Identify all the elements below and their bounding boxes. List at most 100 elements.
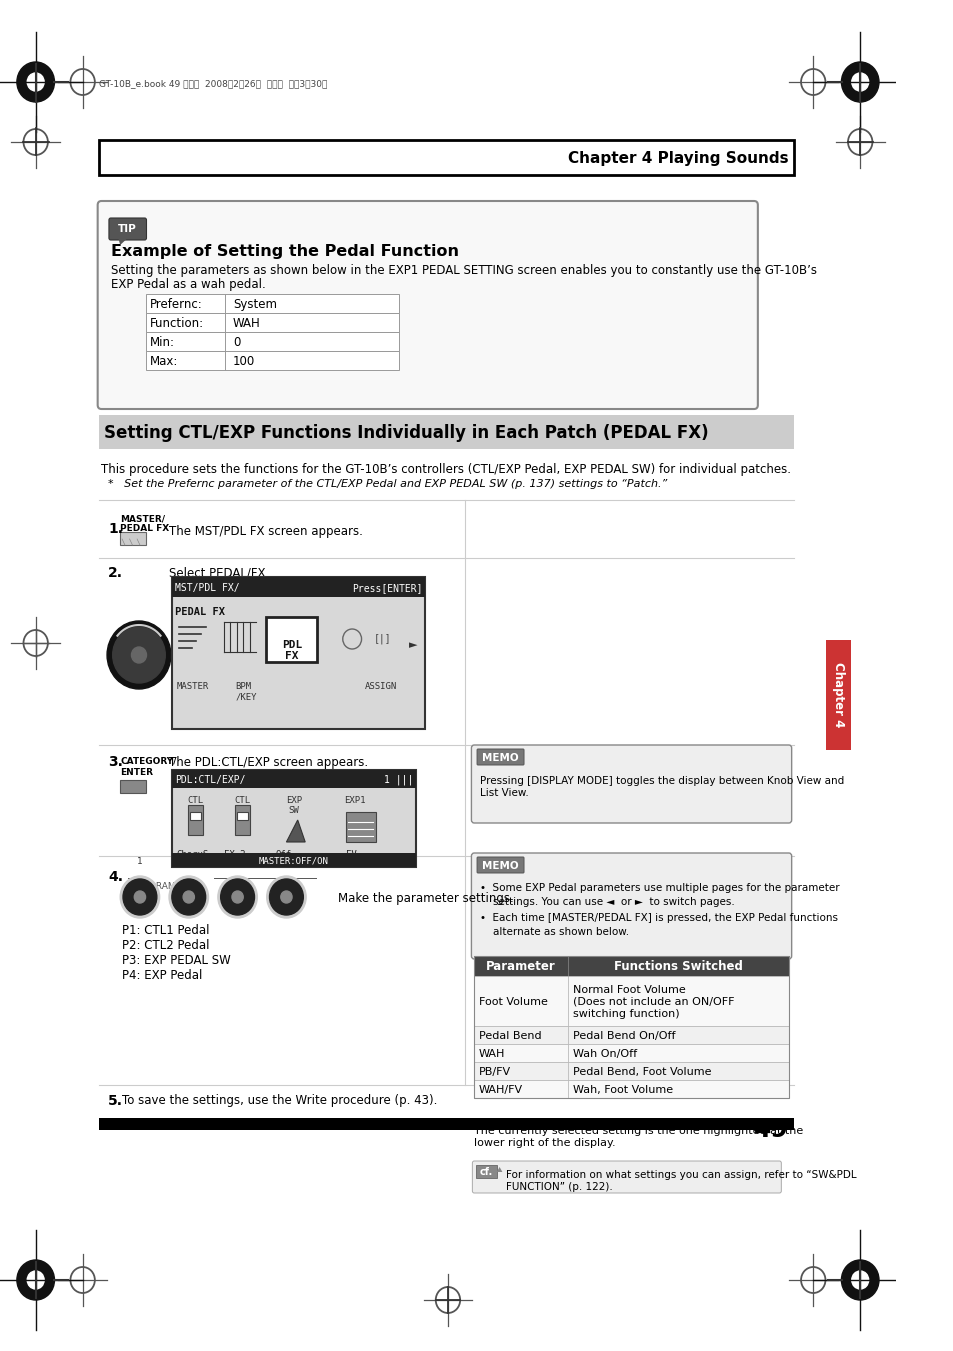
- Text: WAH/FV: WAH/FV: [478, 1085, 522, 1096]
- Text: ChoruS: ChoruS: [176, 850, 209, 859]
- Bar: [474, 957, 788, 1098]
- Text: Functions Switched: Functions Switched: [614, 961, 742, 974]
- Text: Select PEDAL/FX.: Select PEDAL/FX.: [169, 566, 269, 580]
- Text: [|]: [|]: [374, 634, 391, 643]
- Text: alternate as shown below.: alternate as shown below.: [479, 927, 628, 938]
- Polygon shape: [286, 820, 305, 842]
- Bar: [146, 332, 398, 351]
- Text: P2: CTL2 Pedal: P2: CTL2 Pedal: [122, 939, 210, 952]
- Bar: [172, 852, 416, 867]
- Text: Pressing [DISPLAY MODE] toggles the display between Knob View and
List View.: Pressing [DISPLAY MODE] toggles the disp…: [479, 775, 843, 797]
- Text: To save the settings, use the Write procedure (p. 43).: To save the settings, use the Write proc…: [122, 1094, 437, 1106]
- Text: Max:: Max:: [151, 355, 178, 367]
- Circle shape: [220, 880, 254, 915]
- FancyBboxPatch shape: [97, 201, 757, 409]
- Text: GT-10B_e.book 49 ページ  2008年2月26日  火曜日  午後3時30分: GT-10B_e.book 49 ページ 2008年2月26日 火曜日 午後3時…: [98, 80, 327, 89]
- Text: Prefernc:: Prefernc:: [151, 299, 203, 311]
- Text: Parameter: Parameter: [486, 961, 556, 974]
- Circle shape: [267, 875, 306, 917]
- Polygon shape: [497, 1167, 502, 1173]
- Circle shape: [232, 892, 243, 902]
- Circle shape: [270, 880, 303, 915]
- Text: FX: FX: [285, 651, 298, 661]
- Text: PB/FV: PB/FV: [478, 1067, 511, 1077]
- Bar: [345, 812, 375, 842]
- Circle shape: [112, 627, 165, 684]
- Circle shape: [841, 62, 878, 101]
- Text: BPM: BPM: [235, 682, 252, 690]
- Text: PDL: PDL: [282, 640, 302, 650]
- Text: /KEY: /KEY: [235, 693, 257, 703]
- Text: 3.: 3.: [108, 755, 123, 769]
- Bar: [474, 975, 788, 1025]
- Bar: [98, 1119, 793, 1129]
- Bar: [146, 351, 398, 370]
- Text: CTL: CTL: [234, 796, 250, 805]
- Text: Example of Setting the Pedal Function: Example of Setting the Pedal Function: [111, 245, 458, 259]
- Polygon shape: [118, 238, 128, 245]
- FancyBboxPatch shape: [472, 1161, 781, 1193]
- Text: cf.: cf.: [479, 1167, 493, 1177]
- Text: ►: ►: [409, 640, 417, 650]
- FancyBboxPatch shape: [471, 744, 791, 823]
- Text: PDL:CTL/EXP/: PDL:CTL/EXP/: [174, 775, 245, 785]
- Text: 4.: 4.: [108, 870, 123, 884]
- Bar: [120, 780, 147, 793]
- Bar: [98, 141, 793, 176]
- Text: ENTER: ENTER: [120, 767, 153, 777]
- Text: FV: FV: [345, 850, 356, 859]
- Circle shape: [123, 880, 156, 915]
- Bar: [172, 577, 425, 730]
- Text: EXP Pedal as a wah pedal.: EXP Pedal as a wah pedal.: [111, 278, 265, 290]
- Bar: [172, 770, 416, 788]
- Bar: [146, 295, 398, 313]
- Text: 0: 0: [233, 336, 240, 349]
- Text: System: System: [233, 299, 276, 311]
- Text: The currently selected setting is the one highlighted at the
lower right of the : The currently selected setting is the on…: [474, 1125, 802, 1147]
- Text: Normal Foot Volume
(Does not include an ON/OFF
switching function): Normal Foot Volume (Does not include an …: [572, 985, 734, 1019]
- Circle shape: [28, 1271, 44, 1289]
- Circle shape: [183, 892, 194, 902]
- Circle shape: [841, 1260, 878, 1300]
- Circle shape: [851, 73, 868, 91]
- Circle shape: [134, 892, 146, 902]
- Circle shape: [120, 875, 159, 917]
- Text: 100: 100: [233, 355, 254, 367]
- Bar: [266, 617, 317, 662]
- Text: Min:: Min:: [151, 336, 175, 349]
- Text: CTL: CTL: [187, 796, 203, 805]
- Text: Pedal Bend, Foot Volume: Pedal Bend, Foot Volume: [572, 1067, 711, 1077]
- Bar: [146, 313, 398, 332]
- Text: WAH: WAH: [233, 317, 260, 330]
- Text: PARAMETER: PARAMETER: [146, 882, 199, 892]
- Text: EXP
SW: EXP SW: [286, 796, 302, 816]
- Text: The MST/PDL FX screen appears.: The MST/PDL FX screen appears.: [169, 526, 362, 538]
- FancyBboxPatch shape: [471, 852, 791, 959]
- Text: Setting the parameters as shown below in the EXP1 PEDAL SETTING screen enables y: Setting the parameters as shown below in…: [111, 263, 816, 277]
- Circle shape: [217, 875, 257, 917]
- Circle shape: [280, 892, 292, 902]
- Circle shape: [132, 647, 147, 663]
- Text: CATEGORY/: CATEGORY/: [120, 757, 176, 766]
- FancyBboxPatch shape: [476, 748, 523, 765]
- Text: EXP1: EXP1: [344, 796, 365, 805]
- Circle shape: [17, 1260, 54, 1300]
- Circle shape: [107, 621, 171, 689]
- Text: MASTER/: MASTER/: [120, 513, 165, 523]
- Text: •  Some EXP Pedal parameters use multiple pages for the parameter: • Some EXP Pedal parameters use multiple…: [479, 884, 839, 893]
- Bar: [474, 1044, 788, 1062]
- Bar: [172, 770, 416, 867]
- Text: Foot Volume: Foot Volume: [478, 997, 547, 1006]
- Text: Chapter 4: Chapter 4: [831, 662, 844, 728]
- Circle shape: [172, 880, 206, 915]
- Bar: [120, 532, 147, 544]
- Bar: [188, 805, 203, 835]
- Text: FX-2: FX-2: [223, 850, 245, 859]
- Text: Pedal Bend: Pedal Bend: [478, 1031, 541, 1042]
- Text: 2.: 2.: [108, 566, 123, 580]
- Text: P4: EXP Pedal: P4: EXP Pedal: [122, 969, 202, 982]
- Circle shape: [851, 1271, 868, 1289]
- Text: 5.: 5.: [108, 1094, 123, 1108]
- Text: P3: EXP PEDAL SW: P3: EXP PEDAL SW: [122, 954, 231, 967]
- Text: PEDAL FX: PEDAL FX: [120, 524, 170, 534]
